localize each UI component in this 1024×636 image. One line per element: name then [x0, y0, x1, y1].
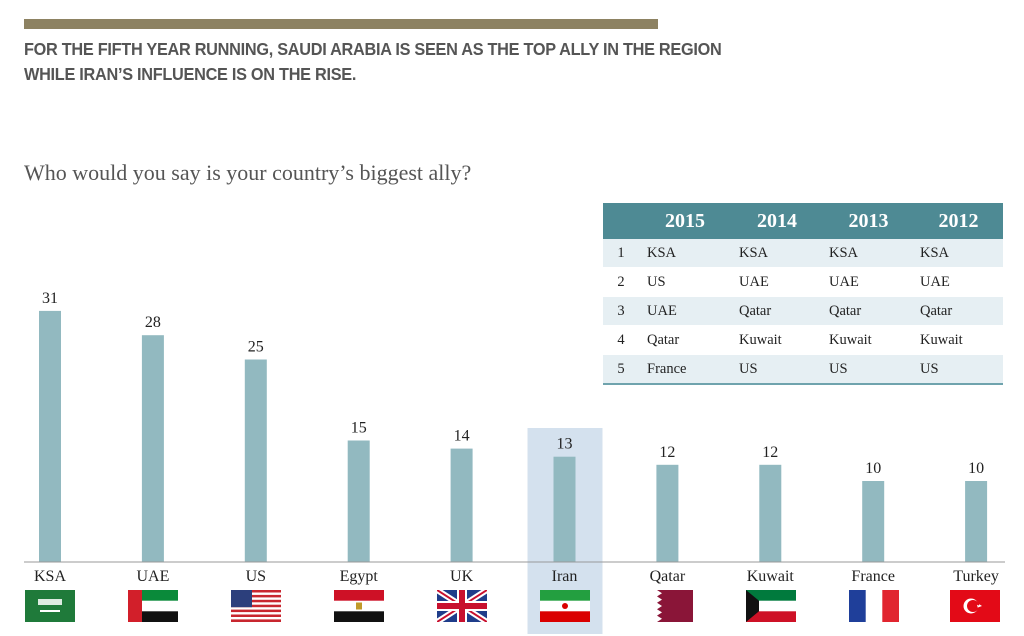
table-row: 4 Qatar Kuwait Kuwait Kuwait [603, 325, 1003, 355]
qatar-flag-icon [643, 590, 693, 622]
rank-cell: 3 [603, 296, 639, 326]
bar-uk [450, 448, 473, 562]
category-label: Iran [552, 568, 578, 585]
category-label: UAE [136, 568, 169, 585]
table-cell: KSA [639, 239, 731, 268]
headline-line-1: FOR THE FIFTH YEAR RUNNING, SAUDI ARABIA… [24, 39, 722, 59]
rank-cell: 1 [603, 239, 639, 268]
data-label: 10 [968, 460, 984, 477]
table-row: 1 KSA KSA KSA KSA [603, 239, 1003, 268]
headline: FOR THE FIFTH YEAR RUNNING, SAUDI ARABIA… [24, 37, 722, 87]
france-flag-icon [849, 590, 899, 622]
data-label: 14 [454, 428, 470, 445]
bar-qatar [656, 464, 679, 562]
category-label: Qatar [650, 568, 686, 585]
chart-question: Who would you say is your country’s bigg… [24, 160, 472, 185]
us-flag-icon [231, 590, 281, 622]
category-label: Egypt [340, 568, 379, 585]
table-cell: UAE [731, 267, 823, 297]
data-label: 28 [145, 314, 161, 331]
data-label: 10 [865, 460, 881, 477]
category-label: France [851, 568, 895, 585]
table-cell: Qatar [639, 325, 731, 355]
data-label: 12 [762, 444, 778, 461]
category-label: Kuwait [747, 568, 795, 585]
year-column-header: 2013 [823, 203, 914, 239]
table-cell: KSA [823, 239, 914, 268]
data-label: 12 [659, 444, 675, 461]
headline-line-2: WHILE IRAN’S INFLUENCE IS ON THE RISE. [24, 64, 357, 84]
kuwait-flag-icon [746, 590, 796, 622]
table-cell: UAE [823, 267, 914, 297]
rank-cell: 5 [603, 354, 639, 385]
table-cell: UAE [914, 267, 1003, 297]
category-label: US [246, 568, 266, 585]
table-row: 5 France US US US [603, 354, 1003, 385]
bar-france [862, 481, 885, 562]
year-column-header: 2012 [914, 203, 1003, 239]
table-row: 2 US UAE UAE UAE [603, 267, 1003, 297]
table-cell: KSA [731, 239, 823, 268]
saudi-arabia-flag-icon [25, 590, 75, 622]
data-label: 15 [351, 420, 367, 437]
top-rule [24, 19, 658, 29]
ranking-table: 2015 2014 2013 2012 1 KSA KSA KSA KSA 2 … [603, 203, 1003, 385]
rank-column-header [603, 203, 639, 239]
table-row: 3 UAE Qatar Qatar Qatar [603, 296, 1003, 326]
table-cell: Kuwait [731, 325, 823, 355]
table-cell: Qatar [914, 296, 1003, 326]
uk-flag-icon [437, 590, 487, 622]
table-cell: KSA [914, 239, 1003, 268]
table-cell: France [639, 354, 731, 385]
category-label: Turkey [953, 568, 999, 585]
data-label: 31 [42, 290, 58, 307]
table-cell: Qatar [731, 296, 823, 326]
bar-kuwait [759, 464, 782, 562]
data-label: 13 [557, 436, 573, 453]
category-label: KSA [34, 568, 66, 585]
bar-ksa [39, 310, 61, 562]
table-cell: US [914, 354, 1003, 385]
bar-egypt [347, 440, 370, 562]
bar-turkey [965, 481, 988, 562]
table-cell: US [639, 267, 731, 297]
year-column-header: 2014 [731, 203, 823, 239]
table-cell: Kuwait [823, 325, 914, 355]
table-cell: Kuwait [914, 325, 1003, 355]
turkey-flag-icon [950, 590, 1000, 622]
bar-us [244, 359, 267, 562]
table-cell: Qatar [823, 296, 914, 326]
table-cell: UAE [639, 296, 731, 326]
egypt-flag-icon [334, 590, 384, 622]
table-cell: US [731, 354, 823, 385]
category-label: UK [450, 568, 474, 585]
bar-iran [553, 456, 576, 562]
data-label: 25 [248, 339, 264, 356]
rank-cell: 4 [603, 325, 639, 355]
bar-uae [141, 335, 164, 562]
year-column-header: 2015 [639, 203, 731, 239]
uae-flag-icon [128, 590, 178, 622]
rank-cell: 2 [603, 267, 639, 297]
table-cell: US [823, 354, 914, 385]
ranking-table-header: 2015 2014 2013 2012 [603, 203, 1003, 239]
iran-flag-icon [540, 590, 590, 622]
